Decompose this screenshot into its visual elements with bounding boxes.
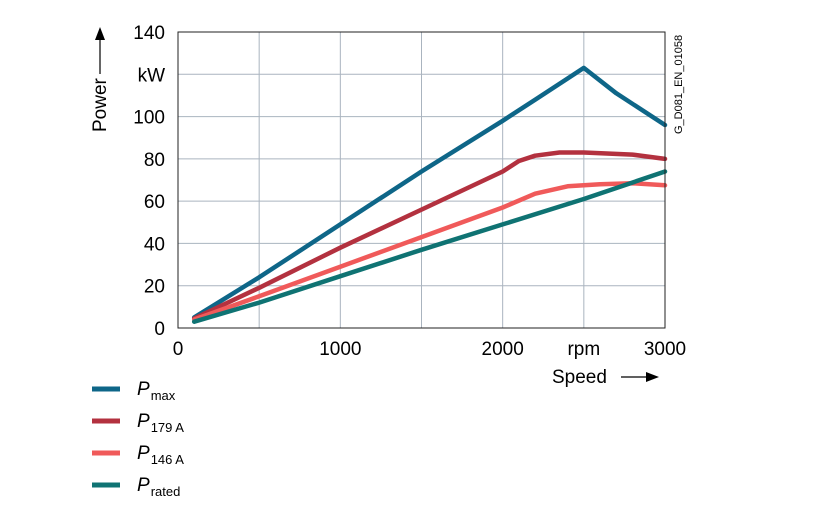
legend-label: Prated [137,475,180,499]
y-tick-label: 60 [144,192,165,213]
legend-label-subscript: max [151,388,176,403]
y-axis-title: Power [90,27,111,132]
legend-label-subscript: rated [151,484,181,499]
y-tick-label: 100 [133,108,165,129]
series-line-146-a [191,180,668,322]
series-line-max [191,65,668,320]
x-tick-label: 1000 [319,339,361,360]
chart-series [191,65,668,324]
legend-label: P146 A [137,443,184,467]
y-tick-label: 140 [133,23,165,44]
x-axis-title: Speed [552,367,659,388]
y-tick-label: 40 [144,234,165,255]
y-axis-label: Power [90,77,111,132]
legend-label: Pmax [137,379,176,403]
x-tick-labels: 0 1000 2000 3000 [173,339,686,360]
x-axis-label: Speed [552,367,607,388]
x-tick-label: 3000 [644,339,686,360]
x-tick-label: 0 [173,339,184,360]
x-axis-arrow-head [646,372,659,382]
y-tick-labels: 0 20 40 60 80 100 140 [133,23,165,340]
chart-legend: Pmax P179 A P146 A Prated [92,379,184,499]
figure-code: G_D081_EN_01058 [673,35,685,134]
plot-border [177,31,666,329]
legend-label-subscript: 146 A [151,452,185,467]
y-tick-label: 20 [144,277,165,298]
legend-label-subscript: 179 A [151,420,185,435]
plot-frame [177,31,666,329]
series-line-179-a [191,150,668,321]
y-axis-arrow-head [95,27,105,40]
legend-label: P179 A [137,411,184,435]
series-line-rated [191,169,668,324]
y-tick-label: 80 [144,150,165,171]
y-unit-label: kW [138,65,166,86]
x-tick-label: 2000 [482,339,524,360]
x-unit-label: rpm [567,339,600,360]
y-tick-label: 0 [154,319,165,340]
